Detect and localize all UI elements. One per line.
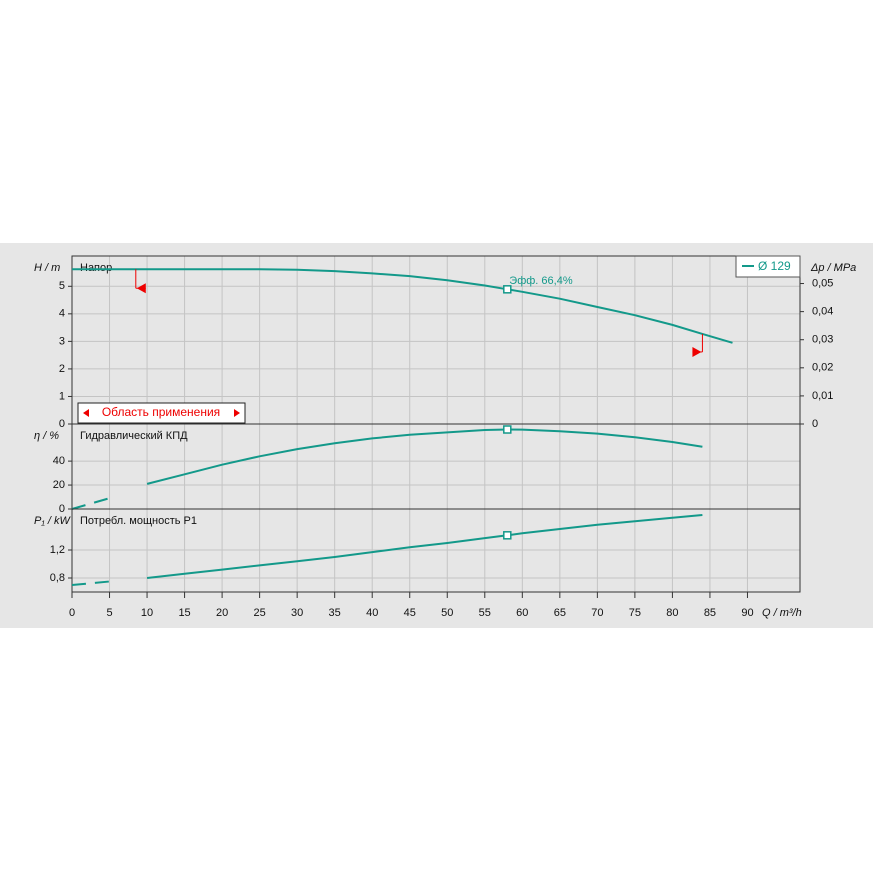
x-tick-label: 25 bbox=[254, 607, 266, 619]
duty-point bbox=[503, 285, 512, 294]
y-tick-label: 0 bbox=[59, 418, 65, 430]
x-tick-label: 35 bbox=[329, 607, 341, 619]
y-axis-label: η / % bbox=[34, 430, 59, 442]
y-tick-label: 3 bbox=[59, 335, 65, 347]
y-tick-label: 2 bbox=[59, 363, 65, 375]
x-tick-label: 70 bbox=[591, 607, 603, 619]
y-tick-label: 1,2 bbox=[50, 544, 65, 556]
range-label: Область применения bbox=[102, 405, 220, 419]
y2-tick-label: 0,05 bbox=[812, 277, 833, 289]
panel-annotation: Напор bbox=[80, 262, 112, 274]
panel-annotation: Гидравлический КПД bbox=[80, 430, 188, 442]
legend-label: Ø 129 bbox=[758, 259, 791, 273]
x-tick-label: 20 bbox=[216, 607, 228, 619]
y2-tick-label: 0,01 bbox=[812, 390, 833, 402]
y-tick-label: 0,8 bbox=[50, 572, 65, 584]
y-tick-label: 1 bbox=[59, 390, 65, 402]
y-axis-label: H / m bbox=[34, 262, 60, 274]
y-axis-label: P₁ / kW bbox=[34, 515, 71, 527]
curve bbox=[71, 580, 110, 586]
legend-box bbox=[735, 255, 801, 278]
y2-axis-label: Δp / MPa bbox=[810, 262, 856, 274]
x-tick-label: 65 bbox=[554, 607, 566, 619]
x-tick-label: 45 bbox=[404, 607, 416, 619]
y-tick-label: 5 bbox=[59, 280, 65, 292]
x-axis-label: Q / m³/h bbox=[762, 607, 802, 619]
x-tick-label: 90 bbox=[741, 607, 753, 619]
x-tick-label: 15 bbox=[178, 607, 190, 619]
y-tick-label: 0 bbox=[59, 503, 65, 515]
curve bbox=[72, 268, 733, 344]
x-tick-label: 0 bbox=[69, 607, 75, 619]
curve bbox=[146, 428, 703, 485]
x-tick-label: 30 bbox=[291, 607, 303, 619]
range-box bbox=[77, 402, 246, 424]
duty-point bbox=[503, 425, 512, 434]
x-tick-label: 85 bbox=[704, 607, 716, 619]
y2-tick-label: 0,04 bbox=[812, 306, 833, 318]
y-tick-label: 40 bbox=[53, 455, 65, 467]
y2-tick-label: 0,03 bbox=[812, 334, 833, 346]
x-tick-label: 40 bbox=[366, 607, 378, 619]
x-tick-label: 10 bbox=[141, 607, 153, 619]
y-tick-label: 20 bbox=[53, 479, 65, 491]
x-tick-label: 75 bbox=[629, 607, 641, 619]
x-tick-label: 50 bbox=[441, 607, 453, 619]
y2-tick-label: 0,02 bbox=[812, 362, 833, 374]
duty-label: Эфф. 66,4% bbox=[509, 275, 573, 287]
y-tick-label: 4 bbox=[59, 308, 65, 320]
duty-point bbox=[503, 531, 512, 540]
panel-background bbox=[0, 243, 873, 628]
x-tick-label: 55 bbox=[479, 607, 491, 619]
plot-frame bbox=[71, 508, 801, 593]
y2-tick-label: 0 bbox=[812, 418, 818, 430]
curve bbox=[71, 497, 110, 510]
range-arrow bbox=[234, 409, 240, 417]
x-tick-label: 5 bbox=[106, 607, 112, 619]
range-arrow bbox=[83, 409, 89, 417]
x-tick-label: 80 bbox=[666, 607, 678, 619]
panel-annotation: Потребл. мощность P1 bbox=[80, 515, 197, 527]
x-tick-label: 60 bbox=[516, 607, 528, 619]
curve bbox=[146, 514, 703, 579]
